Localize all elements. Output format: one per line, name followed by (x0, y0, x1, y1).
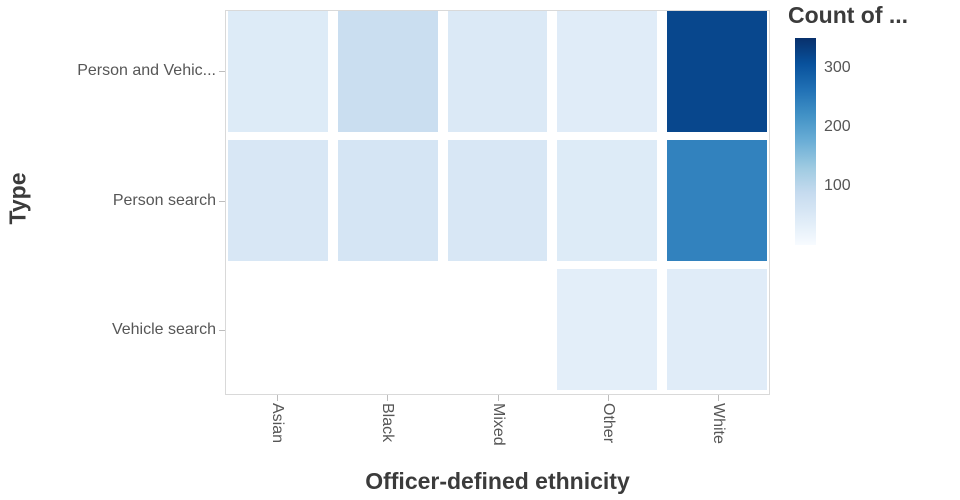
plot-area (225, 10, 770, 395)
heatmap-cell-person-search-mixed[interactable] (447, 140, 548, 261)
x-tick-mark (717, 395, 719, 401)
heatmap-cell-person-and-vehic--other[interactable] (557, 11, 658, 132)
x-tick-label: White (709, 403, 727, 444)
heatmap-cell-vehicle-search-white[interactable] (667, 269, 767, 390)
heatmap-cell-person-and-vehic--black[interactable] (337, 11, 438, 132)
x-tick-mark (607, 395, 609, 401)
legend-tick-label: 200 (824, 117, 851, 135)
y-tick-mark (219, 200, 225, 202)
heatmap-cell-person-and-vehic--white[interactable] (667, 11, 767, 132)
x-tick-label: Black (379, 403, 397, 443)
heatmap-cell-person-and-vehic--asian[interactable] (228, 11, 328, 132)
x-tick-label: Other (599, 403, 617, 444)
legend-title: Count of ... (788, 2, 909, 28)
heatmap-cell-person-search-other[interactable] (557, 140, 658, 261)
heatmap-cell-person-search-black[interactable] (337, 140, 438, 261)
heatmap-cell-vehicle-search-other[interactable] (557, 269, 658, 390)
heatmap-grid (226, 11, 769, 394)
x-tick-label: Asian (269, 403, 287, 444)
color-legend: Count of ... 300 200 100 (786, 0, 960, 260)
legend-tick-label: 300 (824, 58, 851, 76)
legend-tick-label: 100 (824, 176, 851, 194)
heatmap-cell-person-search-asian[interactable] (228, 140, 328, 261)
heatmap-cell-vehicle-search-asian (228, 269, 328, 390)
y-tick-label: Person search (112, 191, 216, 209)
heatmap-cell-person-search-white[interactable] (667, 140, 767, 261)
x-tick-mark (497, 395, 499, 401)
x-axis-title: Officer-defined ethnicity (365, 468, 630, 494)
y-tick-mark (219, 70, 225, 72)
heatmap-cell-vehicle-search-black (338, 269, 438, 390)
x-tick-mark (387, 395, 389, 401)
legend-gradient-bar (795, 38, 816, 245)
x-tick-mark (277, 395, 279, 401)
y-tick-mark (219, 330, 225, 332)
y-tick-label: Vehicle search (111, 321, 216, 339)
heatmap-cell-vehicle-search-mixed (448, 269, 548, 390)
y-tick-label: Person and Vehic... (77, 61, 216, 79)
x-tick-label: Mixed (489, 403, 507, 446)
heatmap-cell-person-and-vehic--mixed[interactable] (447, 11, 548, 132)
